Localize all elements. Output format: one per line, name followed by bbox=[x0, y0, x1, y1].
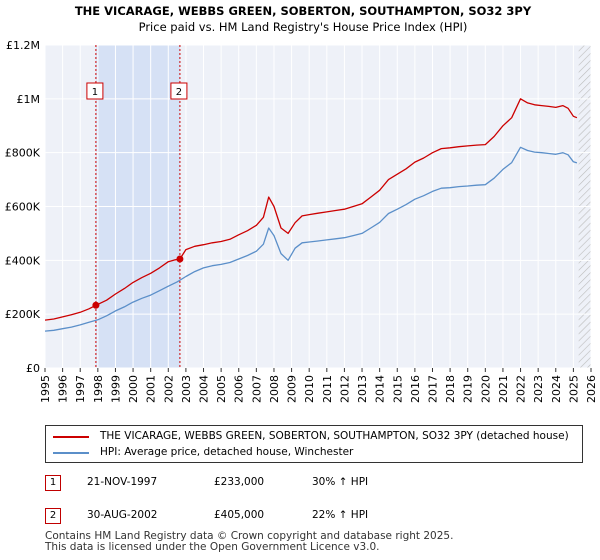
sale-marker-box-1 bbox=[86, 82, 104, 100]
sale-marker-box-2 bbox=[170, 82, 188, 100]
x-tick-label: 2010 bbox=[303, 375, 316, 403]
transaction-price-2: £405,000 bbox=[214, 509, 265, 521]
transaction-badge-2: 2 bbox=[45, 508, 61, 524]
x-tick-label: 2002 bbox=[162, 375, 175, 403]
x-tick-label: 2009 bbox=[286, 375, 299, 403]
x-tick-label: 1997 bbox=[74, 375, 87, 403]
x-tick-label: 2004 bbox=[198, 375, 211, 403]
x-tick-label: 2023 bbox=[532, 375, 545, 403]
x-tick-label: 2026 bbox=[585, 375, 598, 403]
legend-swatch-property bbox=[53, 436, 89, 438]
transaction-date-2: 30-AUG-2002 bbox=[87, 509, 158, 521]
sale-point-1 bbox=[92, 301, 100, 309]
x-tick-label: 2020 bbox=[479, 375, 492, 403]
property-price-line bbox=[45, 98, 578, 321]
x-tick-label: 2014 bbox=[374, 375, 387, 403]
sale-marker-label-2: 2 bbox=[176, 87, 182, 98]
legend: THE VICARAGE, WEBBS GREEN, SOBERTON, SOU… bbox=[45, 425, 583, 463]
transaction-date-1: 21-NOV-1997 bbox=[87, 476, 158, 488]
y-tick-label: £1.2M bbox=[6, 39, 40, 52]
x-tick-label: 1998 bbox=[92, 375, 105, 403]
legend-label-hpi: HPI: Average price, detached house, Winc… bbox=[100, 446, 354, 458]
legend-swatch-hpi bbox=[53, 452, 89, 454]
transaction-badge-1: 1 bbox=[45, 475, 61, 491]
footer-line-2: This data is licensed under the Open Gov… bbox=[45, 541, 380, 553]
transaction-hpi-1: 30% ↑ HPI bbox=[312, 476, 369, 488]
x-tick-label: 1996 bbox=[57, 375, 70, 403]
x-tick-label: 2003 bbox=[180, 375, 193, 403]
x-tick-label: 2017 bbox=[426, 375, 439, 403]
footer: Contains HM Land Registry data © Crown c… bbox=[45, 531, 453, 553]
legend-label-property: THE VICARAGE, WEBBS GREEN, SOBERTON, SOU… bbox=[100, 430, 569, 442]
x-tick-label: 2015 bbox=[391, 375, 404, 403]
x-tick-label: 2008 bbox=[268, 375, 281, 403]
x-tick-label: 2005 bbox=[215, 375, 228, 403]
x-tick-label: 2001 bbox=[145, 375, 158, 403]
chart-subtitle: Price paid vs. HM Land Registry's House … bbox=[139, 20, 468, 34]
x-tick-label: 2011 bbox=[321, 375, 334, 403]
y-tick-label: £600K bbox=[5, 201, 41, 214]
x-tick-label: 2024 bbox=[550, 375, 563, 403]
x-tick-label: 2016 bbox=[409, 375, 422, 403]
x-tick-label: 2018 bbox=[444, 375, 457, 403]
price-chart: THE VICARAGE, WEBBS GREEN, SOBERTON, SOU… bbox=[5, 4, 598, 403]
x-tick-label: 2013 bbox=[356, 375, 369, 403]
y-tick-label: £400K bbox=[5, 254, 41, 267]
sale-marker-label-1: 1 bbox=[92, 87, 98, 98]
x-tick-label: 2022 bbox=[515, 375, 528, 403]
x-tick-label: 2012 bbox=[338, 375, 351, 403]
x-tick-label: 2019 bbox=[462, 375, 475, 403]
x-tick-label: 1995 bbox=[39, 375, 52, 403]
sale-point-2 bbox=[176, 255, 184, 263]
x-tick-label: 2025 bbox=[567, 375, 580, 403]
footer-line-1: Contains HM Land Registry data © Crown c… bbox=[45, 530, 454, 542]
transaction-hpi-2: 22% ↑ HPI bbox=[312, 509, 369, 521]
y-tick-label: £1M bbox=[17, 93, 41, 106]
x-tick-label: 2007 bbox=[250, 375, 263, 403]
transaction-price-1: £233,000 bbox=[214, 476, 265, 488]
y-tick-label: £200K bbox=[5, 308, 41, 321]
x-tick-label: 2021 bbox=[497, 375, 510, 403]
chart-title: THE VICARAGE, WEBBS GREEN, SOBERTON, SOU… bbox=[75, 4, 532, 18]
hpi-line bbox=[45, 146, 578, 332]
x-tick-label: 1999 bbox=[109, 375, 122, 403]
x-tick-label: 2000 bbox=[127, 375, 140, 403]
y-tick-label: £800K bbox=[5, 147, 41, 160]
x-tick-label: 2006 bbox=[233, 375, 246, 403]
y-tick-label: £0 bbox=[26, 362, 40, 375]
